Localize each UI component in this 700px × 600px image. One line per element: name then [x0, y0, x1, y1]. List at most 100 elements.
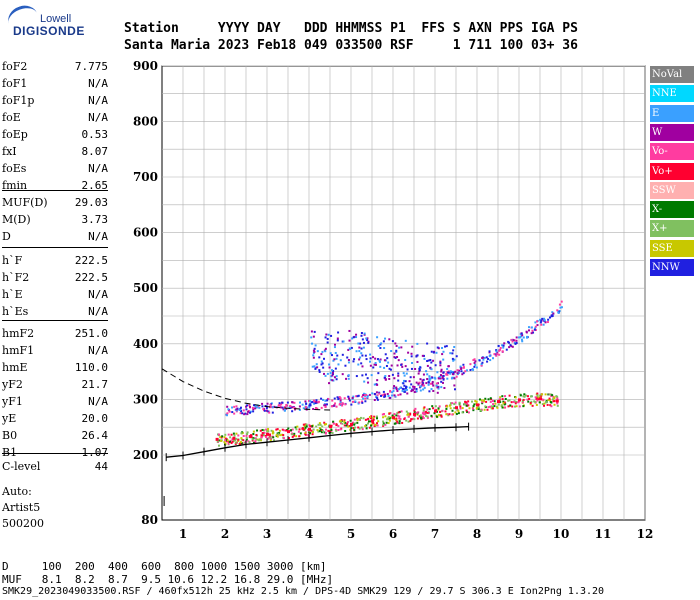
echo-point: [343, 420, 346, 423]
echo-point: [440, 415, 443, 418]
echo-point: [427, 383, 430, 386]
echo-point: [382, 422, 385, 425]
echo-point: [426, 342, 429, 345]
echo-point: [418, 369, 421, 372]
echo-point: [406, 392, 409, 395]
param-name: D: [2, 230, 11, 243]
echo-point: [343, 397, 346, 400]
echo-point: [331, 379, 334, 382]
echo-point: [245, 438, 248, 441]
echo-point: [284, 406, 287, 409]
echo-point: [377, 345, 380, 348]
echo-point: [446, 368, 449, 371]
echo-point: [392, 389, 395, 392]
echo-point: [347, 348, 350, 351]
echo-point: [240, 438, 243, 441]
echo-point: [316, 366, 319, 369]
echo-point: [383, 393, 386, 396]
echo-point: [451, 357, 454, 360]
echo-point: [534, 325, 537, 328]
param-row: foF1p N/A: [2, 94, 108, 112]
echo-point: [379, 343, 382, 346]
param-name: C-level: [2, 460, 41, 473]
echo-point: [453, 345, 456, 348]
echo-point: [341, 422, 344, 425]
echo-point: [355, 375, 358, 378]
x-tick-label: 10: [553, 527, 570, 541]
echo-point: [272, 430, 275, 433]
echo-point: [249, 411, 252, 414]
echo-point: [520, 338, 523, 341]
echo-point: [453, 407, 456, 410]
echo-point: [507, 405, 510, 408]
echo-point: [504, 398, 507, 401]
echo-point: [384, 423, 387, 426]
echo-point: [255, 438, 258, 441]
param-name: h`F2: [2, 271, 30, 284]
x-tick-label: 1: [179, 527, 187, 541]
echo-point: [537, 398, 540, 401]
echo-point: [228, 440, 231, 443]
echo-point: [527, 329, 530, 332]
echo-point: [298, 408, 301, 411]
echo-point: [405, 419, 408, 422]
echo-point: [393, 385, 396, 388]
echo-point: [330, 375, 333, 378]
echo-point: [257, 405, 260, 408]
echo-point: [553, 396, 556, 399]
echo-point: [409, 419, 412, 422]
echo-point: [339, 397, 342, 400]
echo-point: [556, 395, 559, 398]
echo-point: [493, 400, 496, 403]
echo-point: [419, 414, 422, 417]
echo-point: [388, 377, 391, 380]
echo-point: [405, 372, 408, 375]
echo-point: [521, 401, 524, 404]
echo-point: [254, 405, 257, 408]
echo-point: [477, 406, 480, 409]
legend-item: E: [650, 104, 694, 122]
echo-point: [242, 434, 245, 437]
echo-point: [376, 394, 379, 397]
param-row: foEp 0.53: [2, 128, 108, 146]
echo-point: [276, 435, 279, 438]
echo-point: [449, 407, 452, 410]
param-value: N/A: [88, 77, 108, 90]
param-value: 3.73: [81, 213, 109, 226]
echo-point: [365, 337, 368, 340]
echo-point: [396, 421, 399, 424]
echo-point: [395, 388, 398, 391]
echo-point: [512, 339, 515, 342]
echo-point: [361, 374, 364, 377]
param-name: M(D): [2, 213, 31, 226]
echo-point: [542, 323, 545, 326]
echo-point: [358, 358, 361, 361]
echo-point: [233, 405, 236, 408]
echo-point: [373, 363, 376, 366]
echo-point: [294, 408, 297, 411]
echo-point: [523, 393, 526, 396]
echo-point: [451, 409, 454, 412]
echo-point: [334, 367, 337, 370]
echo-point: [540, 319, 543, 322]
echo-point: [426, 378, 429, 381]
echo-point: [405, 410, 408, 413]
echo-point: [462, 366, 465, 369]
echo-point: [242, 439, 245, 442]
echo-point: [548, 397, 551, 400]
echo-point: [415, 388, 418, 391]
echo-point: [365, 424, 368, 427]
echo-point: [305, 423, 308, 426]
echo-point: [351, 421, 354, 424]
param-name: foEs: [2, 162, 27, 175]
echo-point: [312, 354, 315, 357]
param-name: h`Es: [2, 305, 29, 318]
echo-point: [316, 429, 319, 432]
echo-point: [351, 400, 354, 403]
echo-point: [430, 414, 433, 417]
echo-point: [265, 436, 268, 439]
echo-point: [275, 428, 278, 431]
echo-point: [395, 386, 398, 389]
param-row: B1 1.07: [2, 446, 108, 464]
echo-point: [336, 337, 339, 340]
